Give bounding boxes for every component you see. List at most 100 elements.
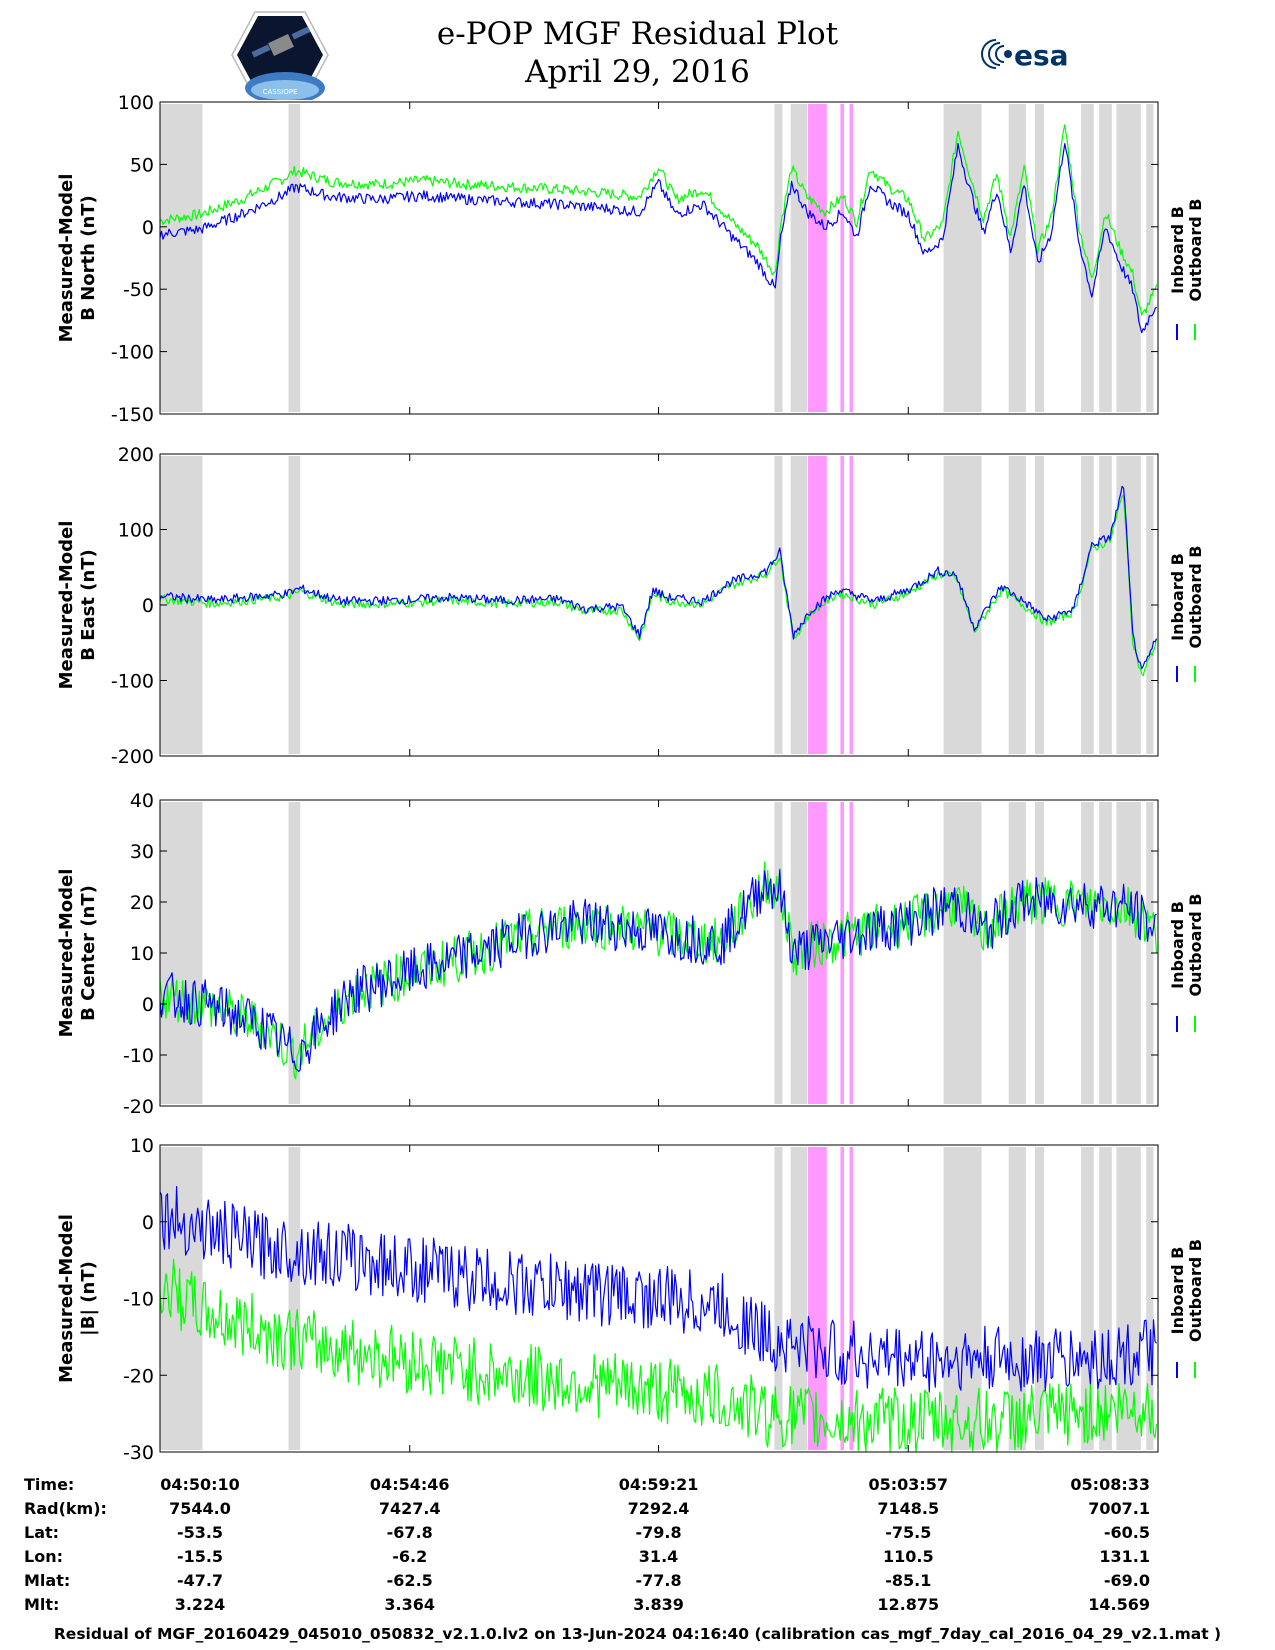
y-tick-label: 40 (130, 790, 154, 812)
gray-shade (288, 456, 301, 754)
gray-shade (1034, 1147, 1044, 1450)
gray-shade (1099, 802, 1112, 1104)
gray-shade (943, 802, 982, 1104)
gray-shade (1081, 456, 1094, 754)
gray-shade (1116, 802, 1141, 1104)
y-tick-label: 50 (130, 154, 154, 176)
legend-outboard-label: Outboard B (1186, 546, 1205, 649)
orbit-cell: -67.8 (387, 1523, 433, 1542)
gray-shade (288, 104, 301, 412)
orbit-cell: 131.1 (1099, 1547, 1150, 1566)
y-tick-label: 200 (118, 444, 154, 466)
y-tick-label: 10 (130, 943, 154, 965)
series-line-inboard-b (159, 485, 1158, 670)
orbit-cell: -60.5 (1104, 1523, 1150, 1542)
gray-shade (774, 802, 783, 1104)
gray-shade (1081, 802, 1094, 1104)
chart-date: April 29, 2016 (525, 54, 750, 90)
orbit-cell: 7292.4 (628, 1499, 690, 1518)
gray-shade (160, 802, 203, 1104)
legend-inboard-label: Inboard B (1168, 553, 1187, 641)
plot-frame (159, 101, 1159, 415)
y-tick-label: -20 (123, 1096, 154, 1118)
y-axis-label: Measured-Model|B| (nT) (56, 1214, 99, 1383)
panel-4: -30 -20 -10 0 10 Measured-Model|B| (nT) Inboar… (56, 1135, 1205, 1464)
gray-shade (1034, 802, 1044, 1104)
y-tick-label: 0 (142, 595, 154, 617)
legend-inboard-label: Inboard B (1168, 901, 1187, 989)
orbit-cell: -75.5 (885, 1523, 931, 1542)
orbit-cell: -85.1 (885, 1571, 931, 1590)
y-tick-label: -150 (111, 404, 154, 426)
orbit-cell: 04:54:46 (370, 1475, 450, 1494)
orbit-row-label: Rad(km): (24, 1499, 107, 1518)
pink-shade (849, 456, 854, 754)
y-tick-label: 100 (118, 520, 154, 542)
esa-logo: esa (981, 39, 1069, 72)
pink-shade (849, 1147, 854, 1450)
orbit-cell: 04:50:10 (160, 1475, 240, 1494)
gray-shade (1146, 104, 1154, 412)
pink-shade (849, 104, 854, 412)
y-axis-label-line: B North (nT) (78, 195, 99, 321)
gray-shade (1008, 104, 1026, 412)
orbit-cell: 7427.4 (379, 1499, 441, 1518)
y-tick-label: 30 (130, 841, 154, 863)
gray-shade (1099, 104, 1112, 412)
orbit-row-label: Time: (24, 1475, 74, 1494)
y-tick-label: 10 (130, 1135, 154, 1157)
orbit-cell: 14.569 (1088, 1595, 1150, 1614)
panel-1: -150 -100 -50 0 50 100 Measured-ModelB North (… (56, 92, 1205, 426)
y-axis-label-line: B East (nT) (78, 549, 99, 661)
gray-shade (1099, 456, 1112, 754)
y-tick-label: 0 (142, 1212, 154, 1234)
esa-logo-text: esa (1014, 39, 1069, 72)
footer-note: Residual of MGF_20160429_045010_050832_v… (53, 1625, 1222, 1643)
orbit-cell: 7148.5 (877, 1499, 939, 1518)
cassiope-logo: CASSIOPE (231, 11, 329, 100)
series-line-inboard-b (159, 869, 1157, 1073)
legend: Inboard B Outboard B (1168, 546, 1205, 682)
legend-inboard-label: Inboard B (1168, 206, 1187, 294)
orbit-cell: 04:59:21 (619, 1475, 699, 1494)
orbit-cell: -47.7 (177, 1571, 223, 1590)
panel-3: -20 -10 0 10 20 30 40 Measured-ModelB Center (n… (56, 790, 1205, 1118)
y-tick-label: -10 (123, 1045, 154, 1067)
gray-shade (1116, 104, 1141, 412)
legend: Inboard B Outboard B (1168, 1239, 1205, 1378)
y-tick-label: 100 (118, 92, 154, 114)
chart-title: e-POP MGF Residual Plot (436, 16, 839, 52)
series-line-outboard-b (159, 124, 1158, 316)
plot-frame (159, 453, 1159, 757)
pink-shade (840, 104, 845, 412)
legend-outboard-label: Outboard B (1186, 1239, 1205, 1342)
pink-shade (807, 104, 827, 412)
pink-shade (840, 456, 845, 754)
orbit-row-label: Lat: (24, 1523, 59, 1542)
y-axis-label-line: Measured-Model (56, 174, 77, 343)
orbit-cell: 31.4 (639, 1547, 678, 1566)
y-tick-label: -100 (111, 671, 154, 693)
pink-shade (849, 802, 854, 1104)
gray-shade (160, 456, 203, 754)
orbit-cell: 05:03:57 (868, 1475, 948, 1494)
pink-shade (807, 802, 827, 1104)
y-axis-label-line: Measured-Model (56, 521, 77, 690)
y-axis-label-line: B Center (nT) (78, 885, 99, 1021)
y-axis-label: Measured-ModelB Center (nT) (56, 869, 99, 1038)
gray-shade (1034, 104, 1044, 412)
legend: Inboard B Outboard B (1168, 199, 1205, 340)
gray-shade (790, 1147, 807, 1450)
gray-shade (1034, 456, 1044, 754)
legend-inboard-label: Inboard B (1168, 1247, 1187, 1335)
orbit-cell: 3.224 (175, 1595, 226, 1614)
orbit-row-label: Mlt: (24, 1595, 59, 1614)
legend: Inboard B Outboard B (1168, 894, 1205, 1032)
orbit-cell: 12.875 (877, 1595, 939, 1614)
orbit-row-label: Mlat: (24, 1571, 70, 1590)
gray-shade (1008, 802, 1026, 1104)
orbit-cell: 7544.0 (169, 1499, 231, 1518)
gray-shade (1146, 802, 1154, 1104)
legend-outboard-label: Outboard B (1186, 894, 1205, 997)
